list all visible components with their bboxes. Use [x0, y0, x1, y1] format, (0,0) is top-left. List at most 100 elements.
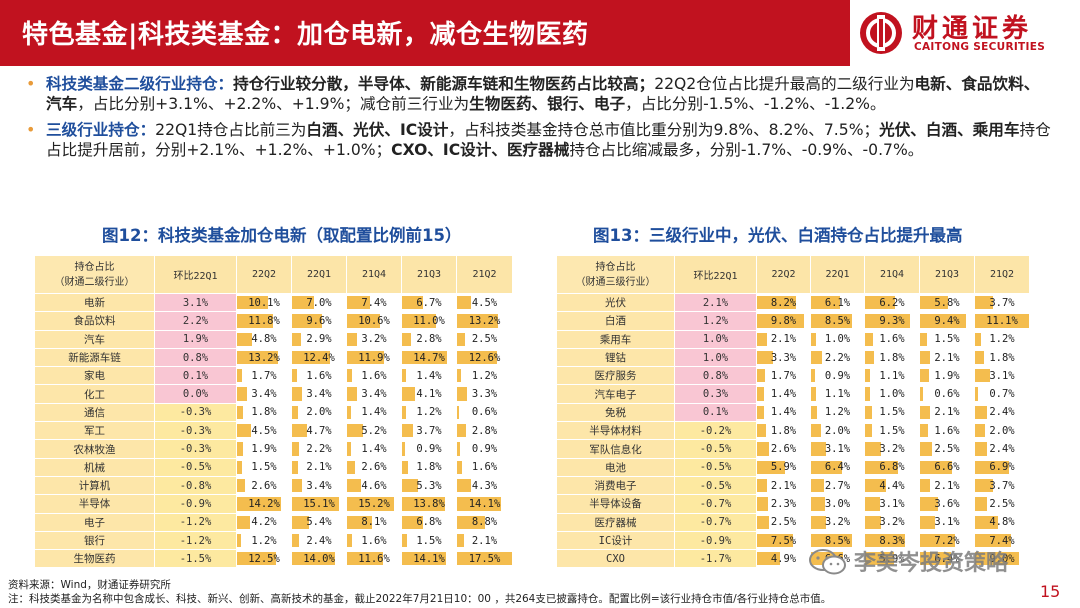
- value-label: 3.3%: [471, 388, 498, 401]
- value-label: 4.2%: [251, 516, 277, 529]
- industry-name: 半导体: [34, 494, 155, 514]
- value-label: 4.9%: [770, 552, 797, 565]
- value-cell: 4.9%: [756, 549, 811, 569]
- bullet-text: CXO、IC设计、医疗器械: [391, 141, 570, 159]
- value-label: 4.8%: [251, 333, 277, 346]
- value-label: 6.6%: [934, 461, 960, 474]
- value-bar: [920, 296, 949, 310]
- value-bar: [757, 442, 770, 456]
- value-label: 1.7%: [770, 369, 797, 382]
- value-cell: 2.8%: [401, 329, 457, 349]
- value-cell: 1.0%: [810, 329, 865, 349]
- value-cell: 9.6%: [291, 311, 347, 331]
- value-cell: 1.2%: [974, 329, 1030, 349]
- value-bar: [457, 332, 465, 346]
- value-cell: 7.0%: [291, 292, 347, 313]
- table-row: 医疗器械 -0.7% 2.5% 3.2% 3.2% 3.1% 4.8%: [556, 512, 1030, 532]
- value-label: 1.2%: [824, 406, 851, 419]
- value-label: 8.2%: [770, 296, 797, 309]
- value-cell: 3.4%: [291, 475, 347, 496]
- wechat-watermark: 李美岑投资策略: [808, 545, 1048, 579]
- value-bar: [865, 424, 873, 438]
- value-label: 1.5%: [879, 424, 905, 437]
- value-cell: 2.6%: [236, 475, 292, 496]
- value-label: 6.9%: [989, 461, 1015, 474]
- value-bar: [292, 497, 339, 511]
- value-cell: 2.1%: [919, 475, 975, 496]
- value-label: 3.7%: [416, 424, 442, 437]
- value-bar: [292, 296, 314, 310]
- value-cell: 7.4%: [974, 530, 1030, 551]
- value-cell: 1.5%: [401, 530, 457, 551]
- value-cell: 4.4%: [864, 475, 920, 496]
- value-bar: [920, 533, 956, 548]
- value-cell: 0.7%: [974, 384, 1030, 404]
- bullet-text: 持仓占比提升居前，分别+2.1%、+1.2%、+1.0%；: [46, 121, 1051, 159]
- industry-name: 汽车: [34, 329, 155, 349]
- value-bar: [347, 424, 364, 438]
- value-cell: 1.1%: [864, 366, 920, 386]
- value-cell: 2.0%: [291, 402, 347, 423]
- value-label: 0.6%: [471, 406, 498, 419]
- table-row: 半导体设备 -0.7% 2.3% 3.0% 3.1% 3.6% 2.5%: [556, 494, 1030, 514]
- industry-name: 家电: [34, 366, 155, 386]
- industry-name: 半导体材料: [556, 421, 675, 441]
- value-cell: 2.5%: [756, 512, 811, 532]
- value-cell: 14.1%: [401, 549, 457, 569]
- bullet-text: ，占比分别+3.1%、+2.2%、+1.9%；减仓前三行业为: [77, 95, 470, 113]
- value-cell: 4.6%: [346, 475, 402, 496]
- value-label: 3.4%: [306, 479, 332, 492]
- value-label: 10.1%: [248, 296, 280, 309]
- value-label: 1.6%: [306, 369, 332, 382]
- value-cell: 4.8%: [236, 329, 292, 349]
- value-bar: [865, 515, 881, 529]
- value-label: 14.1%: [413, 552, 445, 565]
- value-label: 1.0%: [879, 388, 905, 401]
- value-label: 1.4%: [770, 406, 797, 419]
- value-label: 5.3%: [416, 479, 442, 492]
- value-bar: [292, 424, 307, 438]
- value-cell: 0.9%: [401, 439, 457, 459]
- header-change: 环比22Q1: [154, 255, 237, 294]
- change-cell: 0.0%: [154, 384, 237, 404]
- value-bar: [347, 314, 380, 328]
- header-quarter: 21Q2: [974, 255, 1030, 294]
- value-label: 3.4%: [306, 388, 332, 401]
- industry-name: 军队信息化: [556, 439, 675, 459]
- value-label: 4.5%: [471, 296, 498, 309]
- value-label: 9.6%: [306, 314, 332, 327]
- value-bar: [347, 296, 370, 310]
- value-label: 1.1%: [824, 388, 851, 401]
- value-label: 12.4%: [303, 351, 335, 364]
- watermark-text: 李美岑投资策略: [854, 551, 1009, 576]
- value-bar: [237, 424, 251, 438]
- value-label: 3.1%: [824, 443, 851, 456]
- industry-name: 免税: [556, 402, 675, 423]
- value-bar: [237, 497, 281, 511]
- value-label: 0.6%: [934, 388, 960, 401]
- value-label: 13.2%: [248, 351, 280, 364]
- value-bar: [920, 405, 931, 420]
- value-bar: [757, 497, 768, 511]
- value-bar: [975, 332, 981, 346]
- value-label: 11.9%: [358, 351, 390, 364]
- value-cell: 9.8%: [756, 311, 811, 331]
- value-label: 6.7%: [416, 296, 442, 309]
- value-label: 5.4%: [306, 516, 332, 529]
- value-label: 5.2%: [361, 424, 387, 437]
- value-bar: [457, 424, 466, 438]
- header-quarter: 22Q2: [236, 255, 292, 294]
- change-cell: -1.7%: [674, 549, 757, 569]
- value-cell: 6.6%: [919, 457, 975, 477]
- value-label: 1.6%: [361, 369, 387, 382]
- change-cell: -0.9%: [154, 494, 237, 514]
- value-cell: 1.4%: [756, 384, 811, 404]
- value-bar: [237, 296, 269, 310]
- value-label: 1.5%: [934, 333, 960, 346]
- value-bar: [402, 387, 415, 401]
- value-bar: [237, 314, 274, 328]
- value-cell: 17.5%: [456, 549, 513, 569]
- value-label: 2.1%: [306, 461, 332, 474]
- value-cell: 7.4%: [346, 292, 402, 313]
- value-label: 2.5%: [989, 497, 1015, 510]
